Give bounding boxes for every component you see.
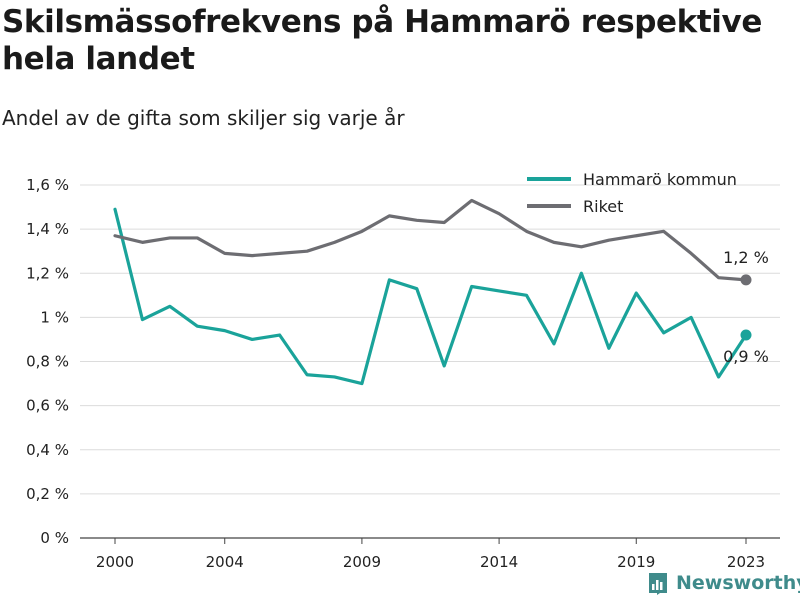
legend-label-1: Riket [583, 197, 623, 216]
newsworthy-logo-icon [649, 573, 667, 595]
x-axis-ticks: 2000 2004 2009 2014 2019 2023 [96, 538, 765, 571]
y-tick-label: 0,2 % [26, 485, 69, 503]
series-end-label-0: 0,9 % [723, 347, 769, 366]
y-tick-label: 0 % [40, 529, 69, 547]
chart-subtitle: Andel av de gifta som skiljer sig varje … [2, 106, 405, 130]
x-tick-label: 2004 [206, 553, 244, 571]
series-end-point-0 [740, 329, 752, 341]
y-tick-label: 1,6 % [26, 176, 69, 194]
y-tick-label: 1 % [40, 308, 69, 326]
series-end-point-1 [740, 274, 752, 286]
y-tick-label: 1,2 % [26, 264, 69, 282]
grid-lines [80, 184, 780, 539]
legend-label-0: Hammarö kommun [583, 170, 737, 189]
brand-name: Newsworthy [676, 572, 800, 594]
y-tick-label: 0,6 % [26, 397, 69, 415]
series-end-label-1: 1,2 % [723, 248, 769, 267]
series-lines [113, 198, 748, 386]
x-tick-label: 2000 [96, 553, 134, 571]
series-end-markers: 0,9 % 1,2 % [723, 248, 769, 366]
chart-title: Skilsmässofrekvens på Hammarö respektive… [2, 4, 762, 77]
brand-logo: Newsworthy [646, 568, 800, 598]
x-tick-label: 2009 [343, 553, 381, 571]
series-line-0 [113, 207, 748, 386]
series-line-1 [113, 198, 748, 282]
x-tick-label: 2019 [617, 553, 655, 571]
x-tick-label: 2014 [480, 553, 518, 571]
y-tick-label: 1,4 % [26, 220, 69, 238]
y-tick-label: 0,8 % [26, 353, 69, 371]
y-axis-ticks: 0 % 0,2 % 0,4 % 0,6 % 0,8 % 1 % 1,2 % 1,4 % 1,6 … [26, 176, 69, 547]
x-tick-label: 2023 [727, 553, 765, 571]
legend[interactable]: Hammarö kommun Riket [527, 170, 737, 216]
y-tick-label: 0,4 % [26, 441, 69, 459]
